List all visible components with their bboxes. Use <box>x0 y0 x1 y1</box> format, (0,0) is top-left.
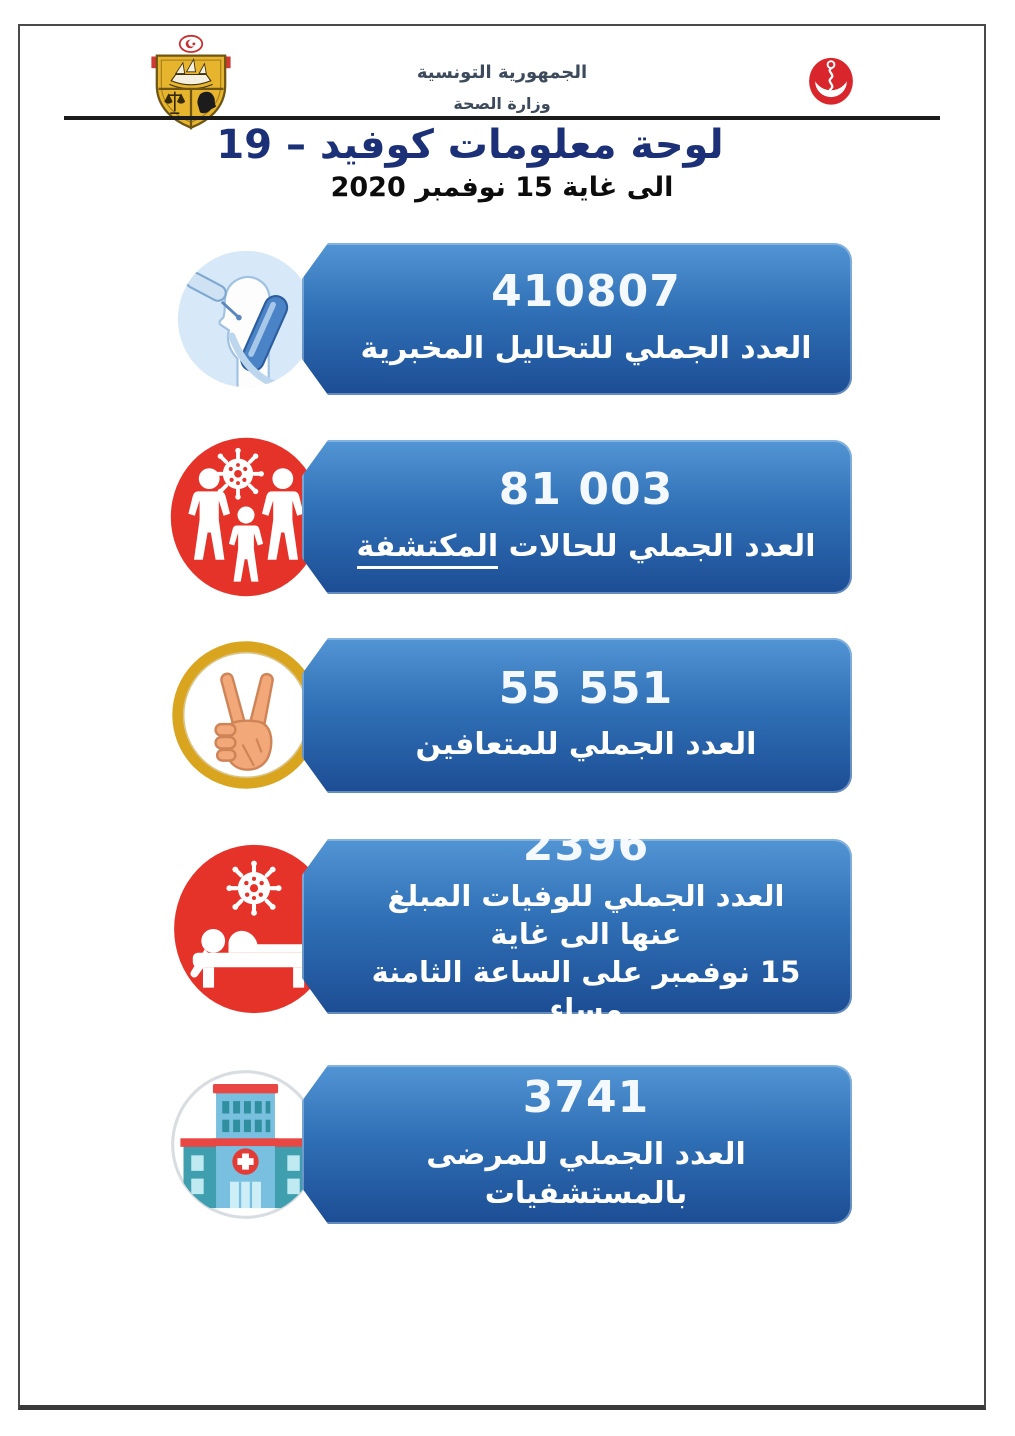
stat-label: العدد الجملي للتحاليل المخبرية <box>360 330 812 366</box>
people-virus-icon <box>166 437 326 597</box>
stat-label: العدد الجملي للمتعافين <box>415 727 757 763</box>
stat-value: 81 003 <box>498 464 674 516</box>
stat-banner-lab-tests: 410807 العدد الجملي للتحاليل المخبرية <box>302 243 852 395</box>
stat-banner-detected-cases: 81 003 العدد الجملي للحالات المكتشفة <box>302 440 852 594</box>
stat-label-prefix: العدد الجملي للحالات <box>498 528 816 564</box>
stat-value: 2396 <box>522 819 650 871</box>
stat-value: 3741 <box>522 1072 650 1124</box>
stat-label: العدد الجملي للمرضى بالمستشفيات <box>426 1136 746 1211</box>
page-title: لوحة معلومات كوفيد – 19 <box>216 122 724 168</box>
page-subtitle: الى غاية 15 نوفمبر 2020 <box>330 172 674 203</box>
nasal-swab-test-icon <box>175 248 317 390</box>
stat-banner-deaths: 2396 العدد الجملي للوفيات المبلغ عنها ال… <box>302 839 852 1014</box>
ministry-title: وزارة الصحة <box>453 94 551 113</box>
stat-banner-recovered: 55 551 العدد الجملي للمتعافين <box>302 638 852 793</box>
stat-label: العدد الجملي للحالات المكتشفة <box>357 527 816 566</box>
stat-label-underlined: المكتشفة <box>357 529 499 569</box>
hospital-building-icon <box>168 1067 323 1222</box>
stat-label: العدد الجملي للوفيات المبلغ عنها الى غاي… <box>354 878 818 1029</box>
victory-hand-icon <box>170 639 322 791</box>
tunisia-coat-of-arms-icon <box>146 34 236 136</box>
stat-value: 55 551 <box>498 662 674 714</box>
header-divider <box>64 116 940 120</box>
stat-banner-hospitalized: 3741 العدد الجملي للمرضى بالمستشفيات <box>302 1065 852 1224</box>
stat-value: 410807 <box>491 266 681 318</box>
patient-in-bed-virus-icon <box>169 844 339 1014</box>
page-frame: الجمهورية التونسية وزارة الصحة لوحة معلو… <box>18 24 986 1410</box>
stat-label-line2: 15 نوفمبر على الساعة الثامنة مساء <box>371 954 801 1027</box>
republic-title: الجمهورية التونسية <box>416 62 588 83</box>
ministry-of-health-logo-icon <box>797 48 865 116</box>
stat-label-line1: العدد الجملي للوفيات المبلغ عنها الى غاي… <box>387 879 785 952</box>
